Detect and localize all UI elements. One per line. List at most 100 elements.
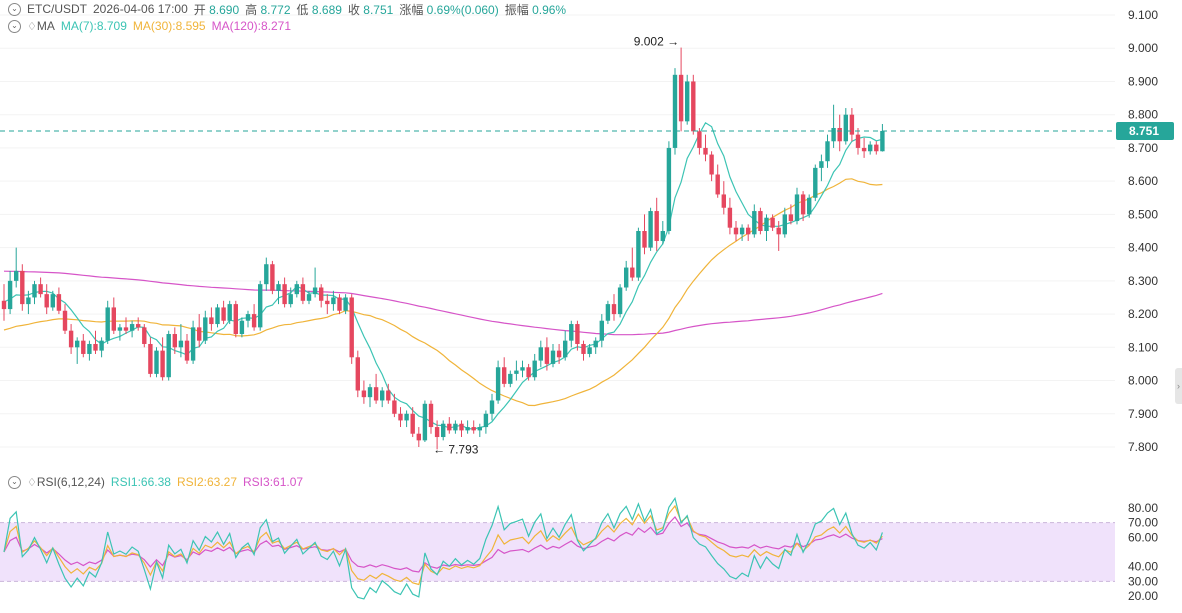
bell-icon[interactable]: ♢ (27, 477, 37, 489)
candle-body (544, 347, 550, 364)
price-tick-label: 8.000 (1128, 374, 1158, 388)
amplitude-label: 振幅 (504, 2, 529, 17)
candle-body (300, 284, 306, 301)
candle-body (99, 340, 104, 351)
candle-body (154, 350, 159, 374)
candle-body (331, 297, 336, 305)
candle-body (203, 317, 208, 341)
candle-body (270, 264, 275, 291)
candle-body (276, 284, 281, 291)
candle-body (178, 340, 184, 348)
close-value: 8.751 (363, 2, 394, 17)
candle-body (258, 284, 263, 328)
candle-body (697, 131, 702, 148)
price-tick-label: 7.900 (1128, 407, 1158, 421)
candle-body (197, 327, 202, 341)
candle-body (373, 387, 379, 401)
ma-label: MA (36, 19, 55, 33)
candle-body (855, 134, 861, 148)
candle-body (843, 114, 848, 142)
candle-body (563, 340, 568, 358)
last-price-label: 8.751 (1129, 124, 1159, 138)
collapse-icon[interactable]: ⌄ (8, 475, 21, 489)
price-tick-label: 8.300 (1128, 274, 1158, 288)
last-price-tag (1116, 121, 1174, 140)
candle-body (739, 227, 745, 235)
rsi-tick-label: 40.00 (1128, 560, 1158, 574)
candle-body (489, 400, 495, 414)
candle-body (861, 147, 867, 152)
candle-body (587, 347, 592, 354)
candle-body (416, 433, 421, 441)
candle-body (44, 294, 49, 308)
candle-body (160, 350, 165, 378)
price-tick-label: 8.800 (1128, 108, 1158, 122)
ma7-legend: MA(7):8.709 (60, 19, 127, 33)
candle-body (56, 294, 62, 311)
candle-body (422, 403, 428, 441)
candle-body (599, 320, 604, 341)
candle-body (386, 390, 391, 401)
candles (1, 47, 885, 450)
candle-body (68, 330, 74, 348)
candle-body (825, 141, 830, 162)
candle-body (282, 284, 287, 305)
open-label: 开 (193, 2, 206, 17)
candle-body (75, 340, 80, 348)
ma30-legend: MA(30):8.595 (132, 19, 206, 33)
bell-icon[interactable]: ♢ (27, 21, 37, 33)
candle-body (349, 297, 354, 358)
candle-body (87, 343, 92, 354)
candle-body (880, 130, 885, 152)
candle-body (245, 314, 251, 321)
candle-body (752, 211, 757, 235)
candle-body (465, 427, 470, 431)
candle-body (306, 294, 312, 301)
candle-body (605, 304, 611, 321)
rsi2-legend: RSI2:63.27 (176, 475, 238, 489)
price-info-row: ⌄ ETC/USDT 2026-04-06 17:00 开 8.690 高 8.… (8, 1, 566, 17)
rsi-band (0, 522, 1115, 582)
rsi-label: RSI(6,12,24) (36, 475, 105, 489)
candle-body (593, 340, 598, 348)
candle-body (398, 413, 403, 421)
annotation-low: ← 7.793 (433, 442, 479, 456)
candle-body (62, 310, 68, 331)
candle-body (819, 161, 824, 168)
candle-body (721, 194, 726, 208)
ma-legend-row: ⌄ ♢MA MA(7):8.709 MA(30):8.595 MA(120):8… (8, 18, 291, 34)
candle-body (136, 324, 141, 328)
candle-body (441, 423, 446, 438)
change-value: 0.69%(0.060) (426, 2, 499, 17)
collapse-icon[interactable]: ⌄ (8, 2, 21, 16)
candle-body (813, 167, 818, 198)
price-tick-label: 9.100 (1128, 8, 1158, 22)
candle-body (746, 227, 751, 235)
candle-body (209, 317, 214, 325)
candle-body (453, 423, 458, 431)
candle-body (392, 400, 397, 414)
candle-body (691, 81, 696, 132)
candle-body (727, 207, 733, 228)
candle-body (672, 74, 678, 148)
rsi-lines (3, 496, 883, 600)
candle-body (758, 211, 763, 231)
candle-body (715, 174, 720, 195)
candle-body (666, 147, 672, 231)
candle-body (337, 297, 342, 311)
candle-body (776, 227, 781, 235)
candle-body (526, 367, 531, 378)
candle-body (477, 427, 482, 431)
candle-body (550, 350, 556, 364)
side-panel-handle[interactable]: › (1175, 368, 1182, 404)
candle-body (184, 340, 190, 361)
candle-body (654, 211, 659, 241)
candle-body (410, 413, 415, 434)
candle-body (434, 427, 440, 438)
candle-body (800, 194, 806, 215)
candle-body (380, 390, 385, 401)
candle-body (325, 300, 330, 305)
collapse-icon[interactable]: ⌄ (8, 19, 21, 33)
candle-body (20, 270, 25, 305)
